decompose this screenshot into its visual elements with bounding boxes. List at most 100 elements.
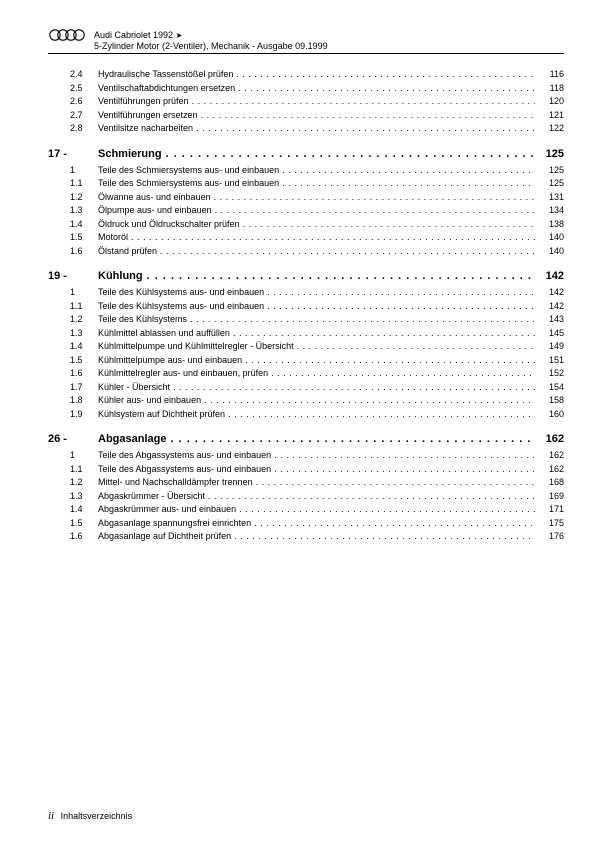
toc-entry-title: Teile des Kühlsystems aus- und einbauen [98,286,264,300]
toc-entry-title: Kühlmittel ablassen und auffüllen [98,327,230,341]
toc-entry: 1.5Abgasanlage spannungsfrei einrichten.… [48,517,564,531]
toc-entry-page: 142 [538,300,564,314]
toc-entry-number: 1.6 [48,245,98,259]
toc-entry: 1.6Ölstand prüfen. . . . . . . . . . . .… [48,245,564,259]
leader-dots: . . . . . . . . . . . . . . . . . . . . … [297,340,535,354]
toc-entry-number: 1.1 [48,177,98,191]
toc-entry-title: Kühler aus- und einbauen [98,394,201,408]
toc-entry-page: 176 [538,530,564,544]
leader-dots: . . . . . . . . . . . . . . . . . . . . … [166,148,534,160]
toc-entry-title: Mittel- und Nachschalldämpfer trennen [98,476,253,490]
toc-entry: 1.2Mittel- und Nachschalldämpfer trennen… [48,476,564,490]
leader-dots: . . . . . . . . . . . . . . . . . . . . … [228,408,535,422]
toc-entry-title: Teile des Schmiersystems aus- und einbau… [98,177,279,191]
leader-dots: . . . . . . . . . . . . . . . . . . . . … [243,218,535,232]
model-text: Audi Cabriolet 1992 [94,30,173,40]
toc-entry-number: 1.6 [48,367,98,381]
toc-entry: 2.7Ventilführungen ersetzen. . . . . . .… [48,109,564,123]
toc-entry-title: Ventilsitze nacharbeiten [98,122,193,136]
toc-entry-number: 1.2 [48,191,98,205]
toc-entry-title: Kühlsystem auf Dichtheit prüfen [98,408,225,422]
toc-entry-number: 1.2 [48,313,98,327]
toc-entry-page: 149 [538,340,564,354]
toc-entry-title: Ventilführungen prüfen [98,95,189,109]
toc-entry-number: 1.4 [48,218,98,232]
toc-entry: 1.5Motoröl. . . . . . . . . . . . . . . … [48,231,564,245]
toc-entry: 1Teile des Abgassystems aus- und einbaue… [48,449,564,463]
header-model: Audi Cabriolet 1992 ➤ [94,30,182,40]
toc-entry-number: 1.3 [48,490,98,504]
toc-entry: 2.4Hydraulische Tassenstößel prüfen. . .… [48,68,564,82]
leader-dots: . . . . . . . . . . . . . . . . . . . . … [160,245,535,259]
toc-entry-page: 122 [538,122,564,136]
toc-entry-page: 145 [538,327,564,341]
toc-entry-number: 1.1 [48,463,98,477]
toc-entry-number: 1.1 [48,300,98,314]
toc-entry-page: 143 [538,313,564,327]
toc-entry-title: Teile des Abgassystems aus- und einbauen [98,449,271,463]
toc-entry-title: Abgaskrümmer - Übersicht [98,490,205,504]
toc-entry-page: 140 [538,245,564,259]
toc-entry-page: 162 [538,463,564,477]
toc-entry-page: 134 [538,204,564,218]
leader-dots: . . . . . . . . . . . . . . . . . . . . … [233,327,535,341]
toc-entry: 1.3Ölpumpe aus- und einbauen. . . . . . … [48,204,564,218]
toc-entry-number: 2.4 [48,68,98,82]
toc-entry-title: Motoröl [98,231,128,245]
toc-entry-title: Hydraulische Tassenstößel prüfen [98,68,233,82]
toc-entry-page: 169 [538,490,564,504]
toc-entry-page: 171 [538,503,564,517]
toc-entry-number: 1.7 [48,381,98,395]
toc-entry-page: 116 [538,68,564,82]
leader-dots: . . . . . . . . . . . . . . . . . . . . … [274,463,535,477]
toc-section-heading: 17 -Schmierung. . . . . . . . . . . . . … [48,148,564,160]
toc-entry: 1.1Teile des Schmiersystems aus- und ein… [48,177,564,191]
toc-entry-page: 138 [538,218,564,232]
toc-entry-page: 151 [538,354,564,368]
toc-entry-title: Öldruck und Öldruckschalter prüfen [98,218,240,232]
leader-dots: . . . . . . . . . . . . . . . . . . . . … [214,191,535,205]
leader-dots: . . . . . . . . . . . . . . . . . . . . … [215,204,535,218]
header-top-row: Audi Cabriolet 1992 ➤ [48,28,564,42]
leader-dots: . . . . . . . . . . . . . . . . . . . . … [271,367,535,381]
toc-entry-page: 121 [538,109,564,123]
toc-entry-page: 131 [538,191,564,205]
leader-dots: . . . . . . . . . . . . . . . . . . . . … [204,394,535,408]
audi-logo-icon [48,28,86,42]
leader-dots: . . . . . . . . . . . . . . . . . . . . … [234,530,535,544]
toc-prelude-block: 2.4Hydraulische Tassenstößel prüfen . . .… [48,68,564,136]
toc-section-block: 1Teile des Kühlsystems aus- und einbauen… [48,286,564,421]
toc-section-block: 1Teile des Schmiersystems aus- und einba… [48,164,564,259]
toc-entry-number: 1.5 [48,517,98,531]
toc-entry-number: 1.5 [48,354,98,368]
toc-entry: 1.2Teile des Kühlsystems. . . . . . . . … [48,313,564,327]
leader-dots: . . . . . . . . . . . . . . . . . . . . … [190,313,535,327]
toc-entry-title: Teile des Kühlsystems aus- und einbauen [98,300,264,314]
toc-entry: 1.2Ölwanne aus- und einbauen. . . . . . … [48,191,564,205]
toc-entry-title: Abgaskrümmer aus- und einbauen [98,503,236,517]
page-number-roman: ii [48,810,54,822]
toc-entry: 1.4Öldruck und Öldruckschalter prüfen. .… [48,218,564,232]
toc-entry-number: 1.4 [48,503,98,517]
toc-entry: 1.1Teile des Kühlsystems aus- und einbau… [48,300,564,314]
toc-entry: 2.6Ventilführungen prüfen. . . . . . . .… [48,95,564,109]
footer-label: Inhaltsverzeichnis [61,811,133,821]
leader-dots: . . . . . . . . . . . . . . . . . . . . … [274,449,535,463]
toc-entry-page: 168 [538,476,564,490]
toc-entry: 1.5Kühlmittelpumpe aus- und einbauen. . … [48,354,564,368]
leader-dots: . . . . . . . . . . . . . . . . . . . . … [170,433,534,445]
section-number: 17 - [48,148,98,160]
toc-entry: 1.1Teile des Abgassystems aus- und einba… [48,463,564,477]
toc-entry-page: 125 [538,164,564,178]
toc-entry-number: 1.3 [48,204,98,218]
toc-entry-page: 175 [538,517,564,531]
toc-entry-title: Ölpumpe aus- und einbauen [98,204,212,218]
toc-entry-title: Teile des Schmiersystems aus- und einbau… [98,164,279,178]
leader-dots: . . . . . . . . . . . . . . . . . . . . … [245,354,535,368]
toc-entry-title: Abgasanlage auf Dichtheit prüfen [98,530,231,544]
section-title: Kühlung [98,270,143,282]
toc-entry-number: 1.9 [48,408,98,422]
section-number: 26 - [48,433,98,445]
toc-entry-page: 158 [538,394,564,408]
leader-dots: . . . . . . . . . . . . . . . . . . . . … [238,82,535,96]
